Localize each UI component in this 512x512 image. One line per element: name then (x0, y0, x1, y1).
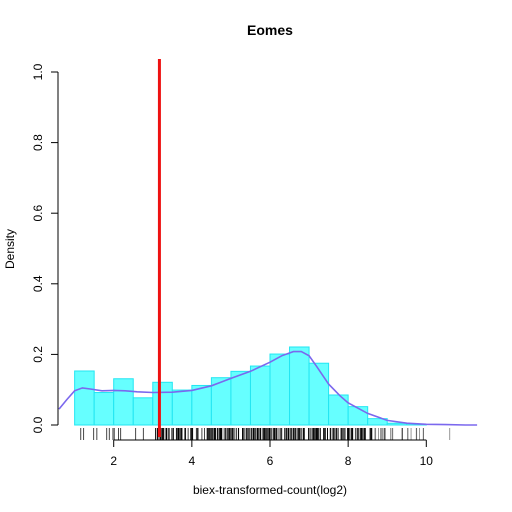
histogram-bar (347, 406, 369, 426)
y-tick-label: 0.8 (31, 134, 45, 151)
histogram-bar (74, 370, 95, 426)
x-axis: 2 4 6 8 10 (110, 439, 434, 468)
density-curve-group (58, 350, 478, 426)
histogram-bar (367, 418, 388, 426)
histogram-bar (113, 378, 134, 426)
histogram-bar (171, 389, 193, 426)
x-tick-label: 8 (345, 454, 352, 468)
histogram-bar (152, 381, 173, 426)
y-tick-label: 0.2 (31, 346, 45, 363)
histogram-bar (93, 392, 115, 426)
histogram-bar (132, 397, 154, 426)
histogram-bar (230, 370, 251, 426)
histogram-bar (249, 365, 271, 426)
histogram-bar (386, 422, 408, 426)
y-tick-label: 0.4 (31, 275, 45, 292)
y-axis: 0.0 0.2 0.4 0.6 0.8 1.0 (31, 63, 59, 433)
y-axis-label: Density (3, 229, 17, 269)
x-tick-label: 10 (420, 454, 434, 468)
histogram-bar (308, 362, 330, 426)
rug-marks (80, 428, 451, 440)
y-tick-label: 0.6 (31, 205, 45, 222)
chart-title: Eomes (247, 22, 293, 38)
histogram-bar (191, 384, 212, 426)
x-axis-label: biex-transformed-count(log2) (193, 483, 347, 497)
histogram-bar (269, 353, 291, 426)
x-tick-label: 2 (110, 454, 117, 468)
x-tick-label: 4 (189, 454, 196, 468)
y-tick-label: 0.0 (31, 416, 45, 433)
y-tick-label: 1.0 (31, 63, 45, 80)
histogram-bars (74, 346, 427, 426)
histogram-bar (289, 346, 310, 426)
x-tick-label: 6 (267, 454, 274, 468)
density-curve (58, 350, 478, 426)
